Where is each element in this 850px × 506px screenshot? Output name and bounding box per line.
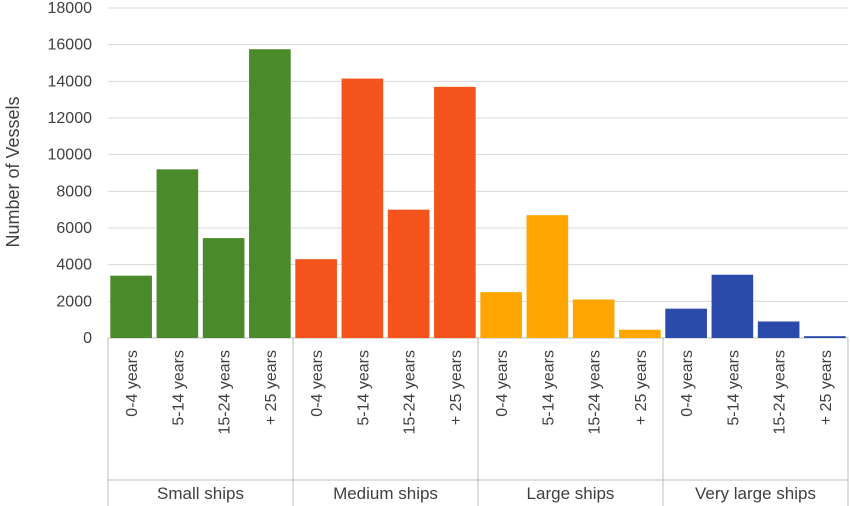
x-tick-label: 0-4 years: [494, 350, 511, 417]
bar: [711, 274, 754, 338]
bar: [156, 169, 199, 338]
category-labels: 0-4 years 5-14 years 15-24 years + 25 years…: [124, 350, 835, 435]
x-tick-label: 15-24 years: [587, 350, 604, 435]
bar: [572, 299, 615, 338]
y-tick-label: 10000: [48, 147, 93, 164]
bars: [110, 49, 846, 338]
y-tick-label: 16000: [48, 37, 93, 54]
x-tick-label: 5-14 years: [725, 350, 742, 426]
x-tick-label: + 25 years: [818, 350, 835, 425]
y-tick-label: 14000: [48, 73, 93, 90]
group-label: Large ships: [527, 484, 615, 503]
y-tick-label: 12000: [48, 110, 93, 127]
x-tick-label: 5-14 years: [170, 350, 187, 426]
x-tick-label: 15-24 years: [402, 350, 419, 435]
x-tick-label: 0-4 years: [309, 350, 326, 417]
x-tick-label: + 25 years: [263, 350, 280, 425]
y-tick-label: 18000: [48, 0, 93, 17]
group-label: Very large ships: [695, 484, 816, 503]
y-tick-label: 2000: [56, 293, 92, 310]
bar: [480, 292, 522, 338]
group-label: Medium ships: [333, 484, 438, 503]
y-tick-label: 8000: [56, 183, 92, 200]
y-axis-ticks: 0 2000 4000 6000 8000 10000 12000 14000 16000 180…: [48, 0, 93, 347]
bar: [110, 275, 152, 338]
bar: [295, 259, 337, 338]
bar: [434, 86, 476, 338]
bar: [341, 78, 384, 338]
bar: [202, 238, 245, 338]
y-tick-label: 4000: [56, 257, 92, 274]
y-axis-title: Number of Vessels: [3, 96, 23, 247]
bar: [619, 329, 661, 338]
x-tick-label: 15-24 years: [217, 350, 234, 435]
y-tick-label: 0: [83, 330, 92, 347]
y-tick-label: 6000: [56, 220, 92, 237]
x-tick-label: 15-24 years: [772, 350, 789, 435]
bar: [804, 336, 846, 338]
group-label: Small ships: [157, 484, 244, 503]
bar: [757, 321, 800, 338]
bar: [249, 49, 291, 338]
x-tick-label: 5-14 years: [355, 350, 372, 426]
x-tick-label: + 25 years: [448, 350, 465, 425]
x-tick-label: + 25 years: [633, 350, 650, 425]
x-tick-label: 5-14 years: [540, 350, 557, 426]
bar: [665, 308, 707, 338]
bar: [526, 215, 569, 338]
bar: [387, 209, 430, 338]
x-tick-label: 0-4 years: [679, 350, 696, 417]
group-labels: Small ships Medium ships Large ships Very l…: [107, 338, 849, 506]
x-tick-label: 0-4 years: [124, 350, 141, 417]
